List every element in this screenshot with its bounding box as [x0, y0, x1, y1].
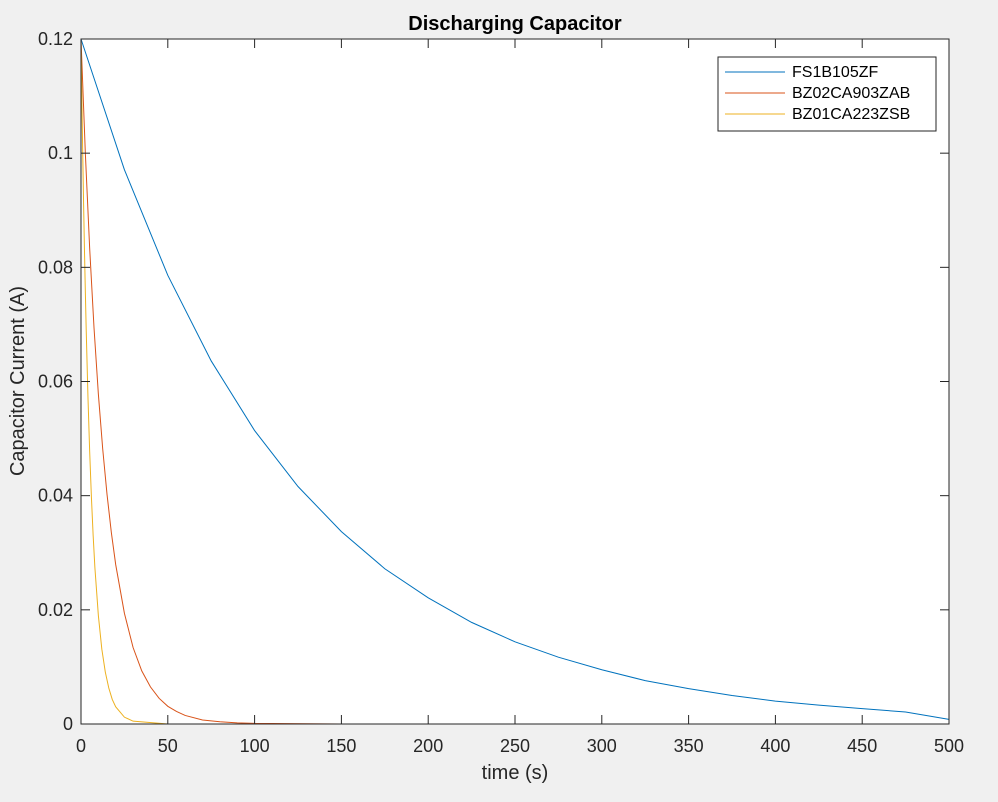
legend-box: [717, 56, 937, 132]
y-axis-label: Capacitor Current (A): [7, 286, 29, 476]
x-tick-label: 500: [934, 736, 964, 756]
x-tick-label: 100: [240, 736, 270, 756]
legend[interactable]: FS1B105ZF BZ02CA903ZAB BZ01CA223ZSB: [717, 56, 937, 132]
y-tick-label: 0.08: [38, 257, 73, 277]
legend-label: FS1B105ZF: [792, 64, 878, 81]
legend-label: BZ02CA903ZAB: [792, 85, 910, 102]
x-tick-label: 350: [674, 736, 704, 756]
legend-entry[interactable]: FS1B105ZF: [725, 64, 878, 81]
y-tick-label: 0.1: [48, 143, 73, 163]
series-line-1: [80, 38, 950, 720]
x-axis-label: time (s): [482, 762, 549, 784]
plot-area: [81, 39, 949, 724]
x-tick-label: 0: [76, 736, 86, 756]
y-tick-label: 0.06: [38, 372, 73, 392]
y-tick-label: 0.02: [38, 600, 73, 620]
y-tick-label: 0.12: [38, 29, 73, 49]
axes-box: [80, 38, 950, 725]
x-tick-label: 50: [158, 736, 178, 756]
legend-entries: FS1B105ZF BZ02CA903ZAB BZ01CA223ZSB: [725, 64, 910, 123]
x-tick-label: 400: [760, 736, 790, 756]
y-tick-label: 0: [63, 714, 73, 734]
chart-title: Discharging Capacitor: [408, 13, 622, 35]
legend-label: BZ01CA223ZSB: [792, 106, 910, 123]
tick-layer: 0 50 100 150 200 250 300 350 400 450 500 0 0.02 0.04 0…: [38, 29, 964, 756]
x-tick-label: 450: [847, 736, 877, 756]
legend-entry[interactable]: BZ01CA223ZSB: [725, 106, 910, 123]
legend-entry[interactable]: BZ02CA903ZAB: [725, 85, 910, 102]
x-tick-label: 200: [413, 736, 443, 756]
x-tick-label: 150: [326, 736, 356, 756]
x-tick-label: 250: [500, 736, 530, 756]
y-tick-label: 0.04: [38, 486, 73, 506]
x-tick-label: 300: [587, 736, 617, 756]
